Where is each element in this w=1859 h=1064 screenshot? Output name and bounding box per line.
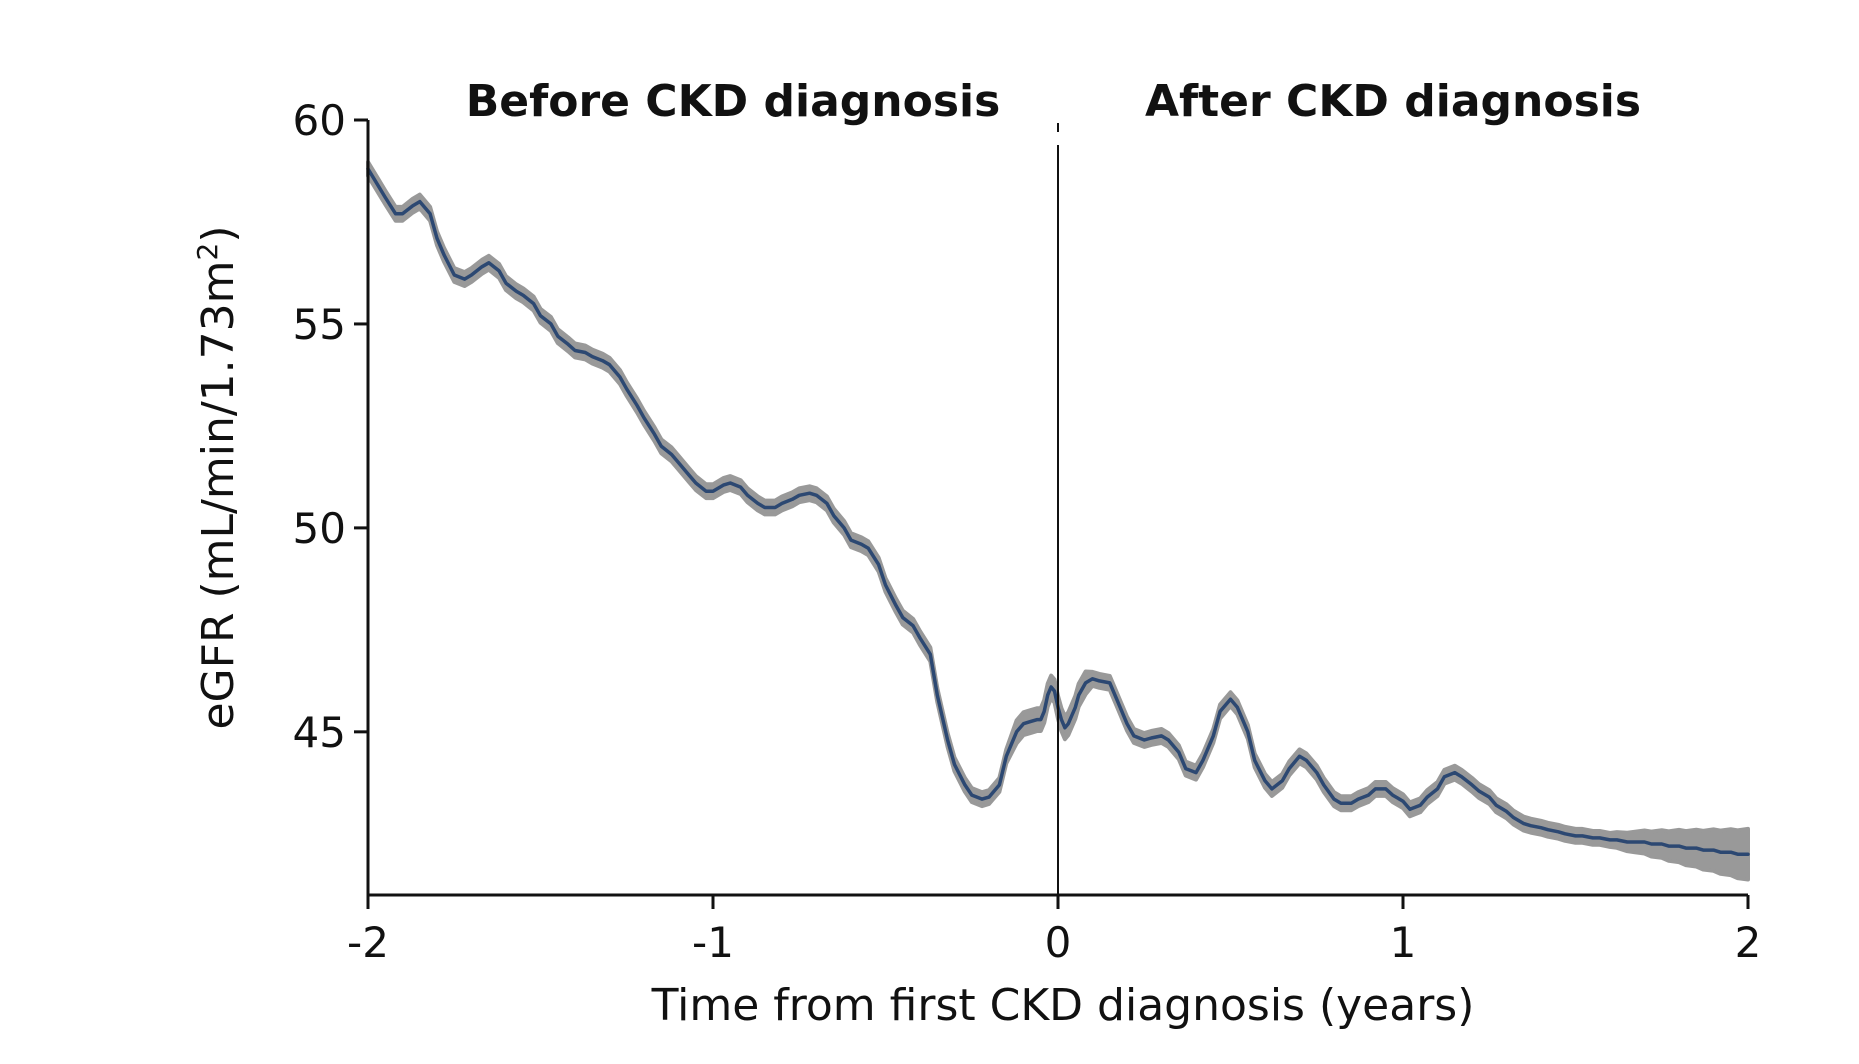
y-tick-label: 50: [293, 504, 346, 553]
y-axis-ticks: 45 50 55 60: [293, 96, 368, 757]
series-line-layer: [366, 167, 1750, 856]
egfr-series-line: [366, 167, 1750, 856]
x-tick-label: -1: [692, 918, 734, 967]
confidence-band: [366, 160, 1750, 882]
y-axis-title-suffix: ): [193, 225, 244, 242]
y-tick-label: 55: [293, 300, 346, 349]
before-diagnosis-label: Before CKD diagnosis: [466, 76, 1001, 127]
x-axis-title: Time from first CKD diagnosis (years): [651, 980, 1475, 1031]
confidence-band-layer: [366, 160, 1750, 882]
y-axis-title-main: eGFR (mL/min/1.73m: [193, 260, 244, 729]
x-axis-ticks: -2 -1 0 1 2: [347, 895, 1761, 967]
y-tick-label: 60: [293, 96, 346, 145]
x-tick-label: 1: [1390, 918, 1417, 967]
after-diagnosis-label: After CKD diagnosis: [1145, 76, 1641, 127]
x-tick-label: 2: [1735, 918, 1762, 967]
y-tick-label: 45: [293, 708, 346, 757]
y-axis-title-superscript: 2: [191, 243, 224, 261]
y-axis-title: eGFR (mL/min/1.73m2): [191, 225, 244, 729]
x-tick-label: 0: [1045, 918, 1072, 967]
x-tick-label: -2: [347, 918, 389, 967]
